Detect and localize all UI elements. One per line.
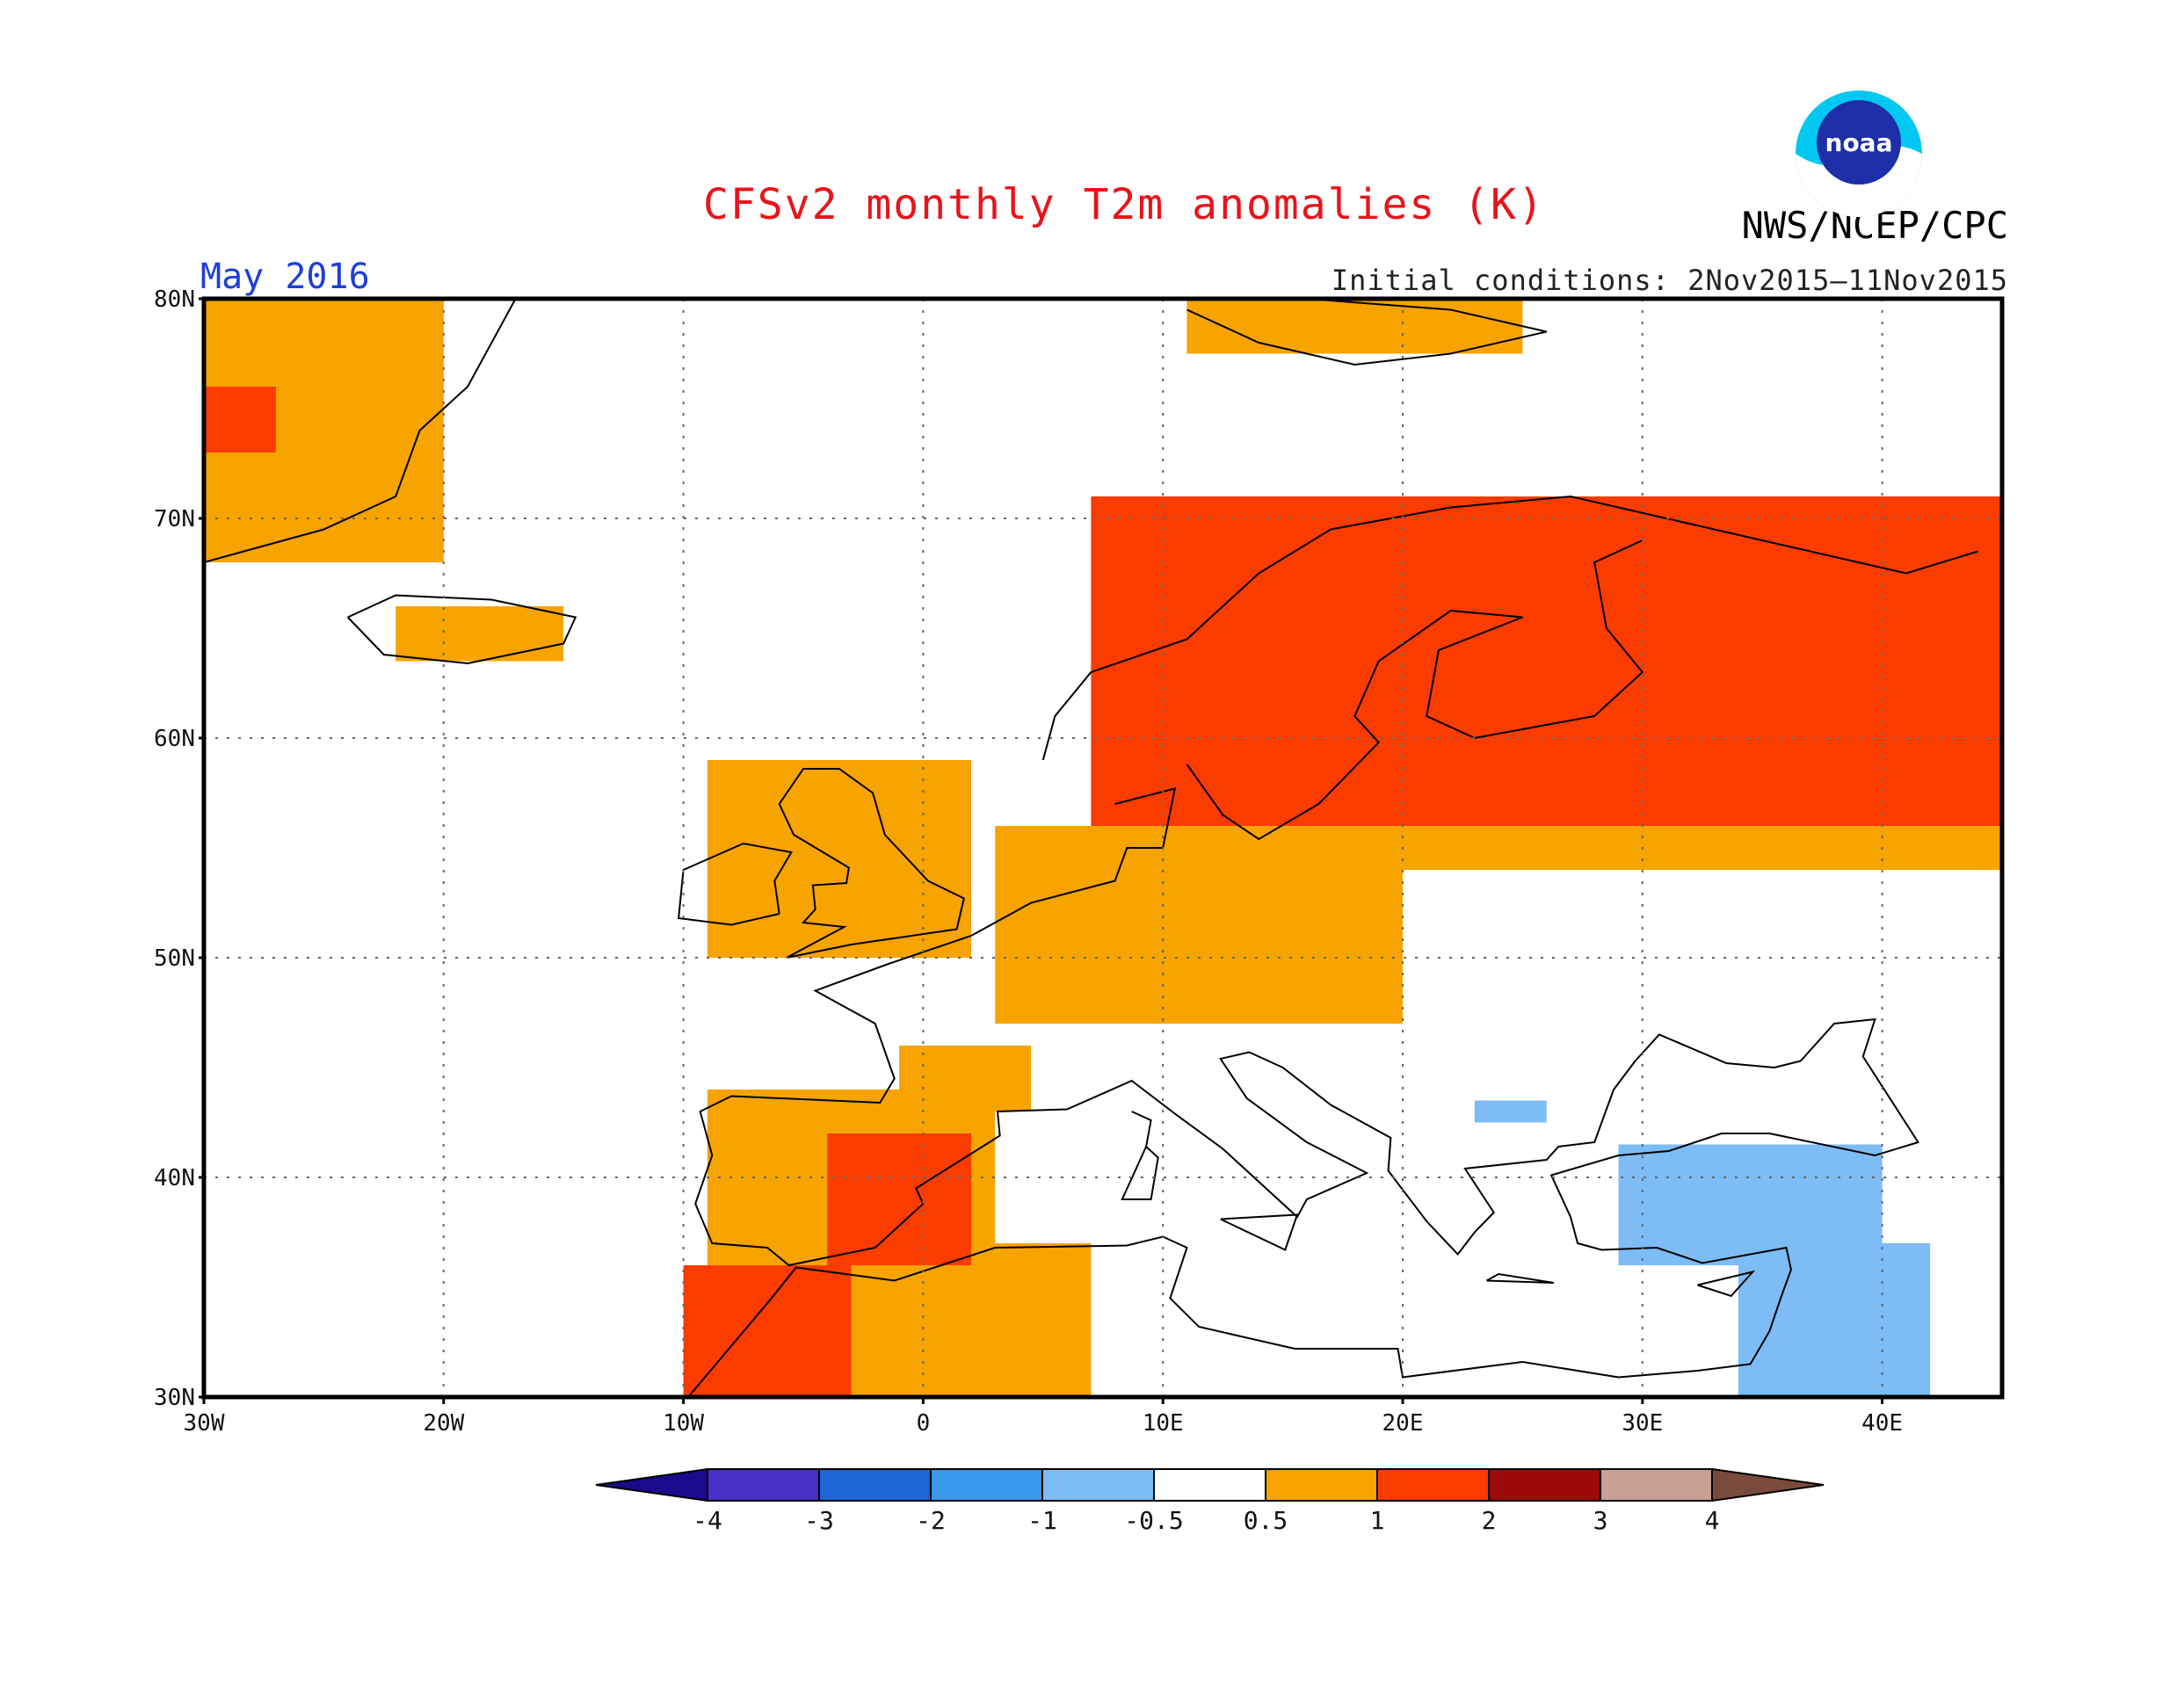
colorbar-swatch [930, 1468, 1043, 1502]
colorbar-swatch [818, 1468, 932, 1502]
lon-tick-label: 10E [1143, 1410, 1184, 1437]
lon-tick-label: 30E [1622, 1410, 1663, 1437]
anomaly-region [1738, 1243, 1931, 1397]
lat-tick-label: 60N [154, 726, 195, 752]
coastline [1697, 1270, 1756, 1298]
colorbar-label: 2 [1482, 1506, 1497, 1535]
colorbar-swatch [707, 1468, 820, 1502]
coastline [687, 787, 1920, 1397]
colorbar-swatch [1041, 1468, 1155, 1502]
anomaly-region [1186, 299, 1523, 354]
lat-tick-label: 70N [154, 506, 195, 532]
coastline [778, 768, 965, 959]
anomaly-region [395, 606, 564, 662]
coastline [1121, 1111, 1159, 1200]
colorbar-swatch [1153, 1468, 1266, 1502]
chart-title: CFSv2 monthly T2m anomalies (K) [703, 180, 1545, 229]
anomaly-region [204, 387, 276, 453]
lon-tick-label: 10W [663, 1410, 704, 1437]
month-label: May 2016 [200, 257, 370, 297]
coastline [1041, 495, 1978, 761]
colorbar-swatch [1376, 1468, 1490, 1502]
lat-tick-label: 40N [154, 1165, 195, 1191]
colorbar-label: -4 [693, 1506, 722, 1535]
coastline [678, 842, 793, 926]
coastline [204, 299, 517, 563]
lon-tick-label: 30W [184, 1410, 225, 1437]
anomaly-region [707, 760, 971, 958]
initial-conditions: Initial conditions: 2Nov2015–11Nov2015 [1331, 264, 2008, 297]
coastline [1220, 1213, 1299, 1251]
colorbar-label: -1 [1027, 1506, 1057, 1535]
colorbar-label: 3 [1593, 1506, 1608, 1535]
colorbar-swatch [1488, 1468, 1601, 1502]
colorbar-label: 1 [1370, 1506, 1385, 1535]
anomaly-region [1474, 1100, 1547, 1123]
colorbar-label: -0.5 [1124, 1506, 1183, 1535]
anomaly-region [827, 1133, 971, 1265]
coastline [1186, 539, 1644, 841]
anomaly-region [851, 1243, 1092, 1397]
colorbar-swatch [1265, 1468, 1378, 1502]
colorbar-label: -3 [804, 1506, 834, 1535]
lat-tick-label: 80N [154, 286, 195, 313]
anomaly-region [1091, 496, 2002, 826]
anomaly-region [995, 826, 1403, 1024]
noaa-logo-text: noaa [1825, 128, 1893, 157]
lat-tick-label: 50N [154, 945, 195, 972]
colorbar-extend-low [595, 1467, 708, 1502]
noaa-logo: noaa [1796, 91, 1922, 217]
colorbar-extend-high [1711, 1467, 1825, 1502]
colorbar-swatch [1600, 1468, 1713, 1502]
lon-tick-label: 0 [917, 1410, 931, 1437]
colorbar-label: 0.5 [1244, 1506, 1288, 1535]
coastline [346, 594, 577, 665]
lon-tick-label: 20E [1382, 1410, 1424, 1437]
colorbar-label: -2 [916, 1506, 946, 1535]
lon-tick-label: 20W [423, 1410, 464, 1437]
lat-tick-label: 30N [154, 1385, 195, 1411]
coastline [1486, 1272, 1555, 1284]
anomaly-region [683, 1265, 852, 1397]
colorbar-label: 4 [1705, 1506, 1720, 1535]
coastline [1186, 299, 1547, 366]
lon-tick-label: 40E [1861, 1410, 1903, 1437]
plot-frame [201, 296, 2005, 1400]
